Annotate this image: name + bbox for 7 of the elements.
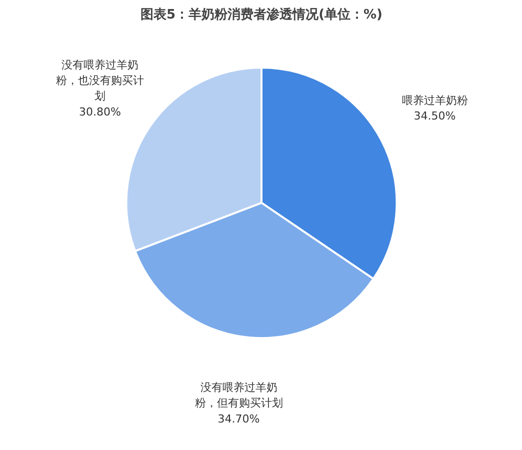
chart-title: 图表5：羊奶粉消费者渗透情况(单位：%)	[140, 6, 382, 22]
data-label: 34.70%	[218, 412, 260, 426]
slice-label: 没有喂养过羊奶粉，但有购买计划	[194, 381, 283, 410]
slice-label: 没有喂养过羊奶粉，也没有购买计划	[56, 58, 144, 103]
slice-label: 喂养过羊奶粉	[402, 94, 468, 108]
data-label: 34.50%	[414, 110, 456, 123]
data-label: 30.80%	[79, 105, 121, 118]
